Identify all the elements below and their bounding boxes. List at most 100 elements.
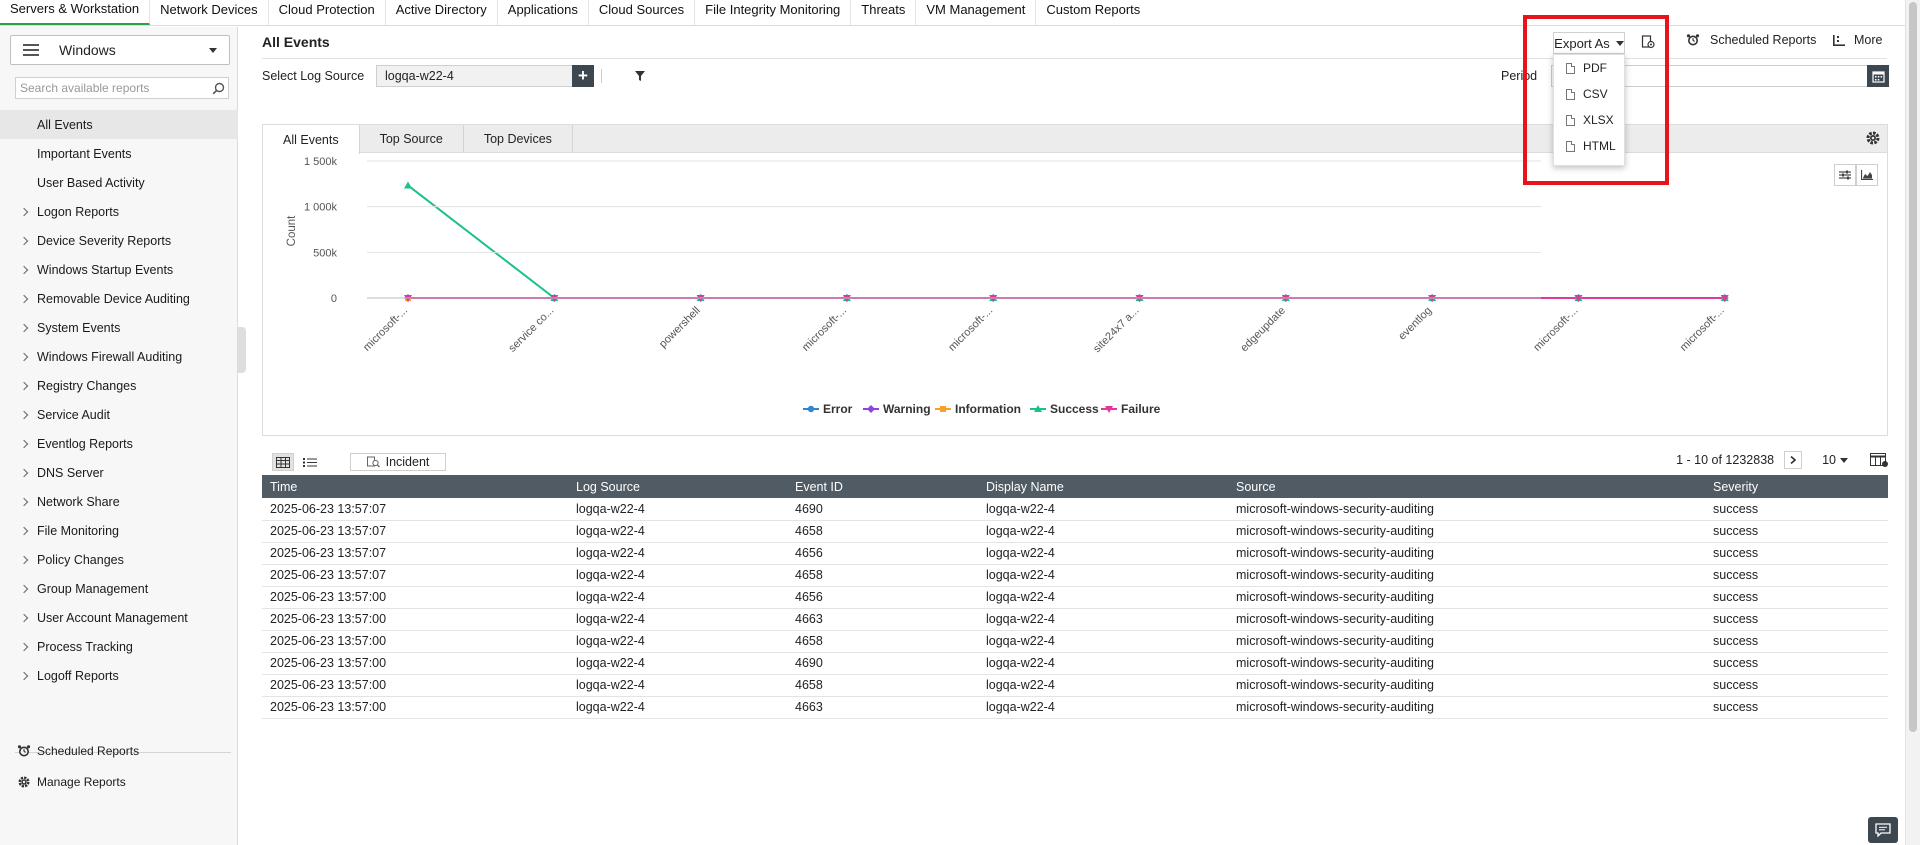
chart-tab-top-source[interactable]: Top Source xyxy=(360,125,464,153)
nav-tab-applications[interactable]: Applications xyxy=(498,0,589,25)
report-settings-icon[interactable] xyxy=(1641,35,1655,49)
column-header-severity[interactable]: Severity xyxy=(1705,475,1888,498)
export-pdf-option[interactable]: PDF xyxy=(1554,55,1624,81)
calendar-button[interactable] xyxy=(1867,65,1889,87)
sidebar-item[interactable]: Service Audit xyxy=(0,400,238,429)
table-header-row: Time Log Source Event ID Display Name So… xyxy=(262,475,1888,498)
sidebar-item[interactable]: User Based Activity xyxy=(0,168,238,197)
sidebar-item[interactable]: DNS Server xyxy=(0,458,238,487)
os-select[interactable]: Windows xyxy=(10,35,230,65)
cell-log-source: logqa-w22-4 xyxy=(568,630,787,653)
column-header-time[interactable]: Time xyxy=(262,475,568,498)
chart-settings-gear-icon[interactable] xyxy=(1865,130,1881,146)
sidebar-collapse-handle[interactable] xyxy=(238,327,246,373)
export-as-button[interactable]: Export As xyxy=(1553,32,1625,54)
nav-tab-threats[interactable]: Threats xyxy=(851,0,917,25)
sidebar-item[interactable]: File Monitoring xyxy=(0,516,238,545)
sidebar-manage-reports[interactable]: Manage Reports xyxy=(17,775,126,789)
sidebar-item[interactable]: Network Share xyxy=(0,487,238,516)
nav-tab-cloud-protection[interactable]: Cloud Protection xyxy=(269,0,386,25)
scrollbar-thumb[interactable] xyxy=(1909,2,1917,732)
table-row[interactable]: 2025-06-23 13:57:00 logqa-w22-4 4656 logqa-… xyxy=(262,586,1888,609)
sidebar-item[interactable]: Important Events xyxy=(0,139,238,168)
cell-source: microsoft-windows-security-auditing xyxy=(1228,696,1705,719)
cell-log-source: logqa-w22-4 xyxy=(568,586,787,609)
table-row[interactable]: 2025-06-23 13:57:07 logqa-w22-4 4690 logqa-… xyxy=(262,498,1888,521)
sidebar-scheduled-reports[interactable]: Scheduled Reports xyxy=(17,744,139,758)
cell-display-name: logqa-w22-4 xyxy=(978,674,1228,697)
sidebar-item[interactable]: Registry Changes xyxy=(0,371,238,400)
alarm-clock-icon xyxy=(1686,34,1700,46)
sidebar-item[interactable]: User Account Management xyxy=(0,603,238,632)
report-search-input[interactable] xyxy=(16,81,208,95)
cell-display-name: logqa-w22-4 xyxy=(978,608,1228,631)
chevron-right-icon xyxy=(19,526,29,535)
chart-panel: All Events Top Source Top Devices 0 500k 1… xyxy=(262,124,1888,436)
filter-icon[interactable] xyxy=(635,71,645,81)
nav-tab-active-directory[interactable]: Active Directory xyxy=(386,0,498,25)
table-row[interactable]: 2025-06-23 13:57:07 logqa-w22-4 4658 logqa-… xyxy=(262,520,1888,543)
column-chooser-icon[interactable] xyxy=(1870,452,1888,468)
add-log-source-button[interactable]: + xyxy=(572,65,594,87)
sidebar-item[interactable]: Group Management xyxy=(0,574,238,603)
search-icon[interactable] xyxy=(208,82,228,95)
cell-log-source: logqa-w22-4 xyxy=(568,674,787,697)
nav-tab-custom-reports[interactable]: Custom Reports xyxy=(1046,1,1141,17)
sidebar-item-label: System Events xyxy=(37,320,121,335)
table-row[interactable]: 2025-06-23 13:57:00 logqa-w22-4 4690 logqa-… xyxy=(262,652,1888,675)
sidebar-item[interactable]: Eventlog Reports xyxy=(0,429,238,458)
list-view-button[interactable] xyxy=(299,453,321,471)
export-xlsx-option[interactable]: XLSX xyxy=(1554,107,1624,133)
cell-time: 2025-06-23 13:57:00 xyxy=(262,674,568,697)
chat-button[interactable] xyxy=(1868,817,1898,843)
x-tick-label: microsoft-... xyxy=(1531,305,1580,354)
cell-display-name: logqa-w22-4 xyxy=(978,696,1228,719)
sidebar-item[interactable]: Logon Reports xyxy=(0,197,238,226)
column-header-display-name[interactable]: Display Name xyxy=(978,475,1228,498)
nav-tab-network-devices[interactable]: Network Devices xyxy=(150,0,269,25)
chart-type-button[interactable] xyxy=(1856,164,1878,186)
table-row[interactable]: 2025-06-23 13:57:07 logqa-w22-4 4656 logqa-… xyxy=(262,542,1888,565)
export-html-option[interactable]: HTML xyxy=(1554,133,1624,159)
per-page-select[interactable]: 10 xyxy=(1822,453,1848,467)
table-row[interactable]: 2025-06-23 13:57:00 logqa-w22-4 4658 logqa-… xyxy=(262,674,1888,697)
export-csv-option[interactable]: CSV xyxy=(1554,81,1624,107)
sidebar-item[interactable]: Logoff Reports xyxy=(0,661,238,690)
table-row[interactable]: 2025-06-23 13:57:00 logqa-w22-4 4658 logqa-… xyxy=(262,630,1888,653)
scheduled-reports-button[interactable]: Scheduled Reports xyxy=(1686,33,1816,47)
y-tick-label: 1 000k xyxy=(304,202,338,214)
sidebar-item[interactable]: Device Severity Reports xyxy=(0,226,238,255)
more-button[interactable]: More xyxy=(1832,33,1882,47)
sidebar-item-label: Important Events xyxy=(37,146,132,161)
chart-options-button[interactable] xyxy=(1834,164,1856,186)
nav-tab-servers-workstation[interactable]: Servers & Workstation xyxy=(0,0,151,25)
column-header-source[interactable]: Source xyxy=(1228,475,1705,498)
table-row[interactable]: 2025-06-23 13:57:07 logqa-w22-4 4658 logqa-… xyxy=(262,564,1888,587)
sidebar-item[interactable]: Windows Startup Events xyxy=(0,255,238,284)
nav-tab-cloud-sources[interactable]: Cloud Sources xyxy=(589,0,696,25)
page-scrollbar[interactable] xyxy=(1905,0,1920,845)
sidebar-item[interactable]: Process Tracking xyxy=(0,632,238,661)
sidebar-item[interactable]: Policy Changes xyxy=(0,545,238,574)
x-tick-label: eventlog xyxy=(1396,305,1434,343)
chart-tab-top-devices[interactable]: Top Devices xyxy=(464,125,573,153)
chart-tab-all-events[interactable]: All Events xyxy=(263,125,360,154)
table-row[interactable]: 2025-06-23 13:57:00 logqa-w22-4 4663 logqa-… xyxy=(262,696,1888,719)
sidebar-item[interactable]: Windows Firewall Auditing xyxy=(0,342,238,371)
sidebar-item[interactable]: All Events xyxy=(0,110,238,139)
column-header-event-id[interactable]: Event ID xyxy=(787,475,978,498)
log-source-field[interactable]: logqa-w22-4 + xyxy=(376,65,594,87)
incident-button[interactable]: Incident xyxy=(350,453,446,471)
hamburger-icon xyxy=(23,41,39,59)
table-row[interactable]: 2025-06-23 13:57:00 logqa-w22-4 4663 logqa-… xyxy=(262,608,1888,631)
nav-tab-file-integrity-monitoring[interactable]: File Integrity Monitoring xyxy=(695,0,852,25)
grid-view-button[interactable] xyxy=(272,453,294,471)
cell-source: microsoft-windows-security-auditing xyxy=(1228,652,1705,675)
file-icon xyxy=(1566,114,1575,126)
sidebar-item[interactable]: Removable Device Auditing xyxy=(0,284,238,313)
next-page-button[interactable] xyxy=(1784,451,1803,469)
chevron-right-icon xyxy=(19,671,29,680)
sidebar-item[interactable]: System Events xyxy=(0,313,238,342)
column-header-log-source[interactable]: Log Source xyxy=(568,475,787,498)
nav-tab-vm-management[interactable]: VM Management xyxy=(916,0,1037,25)
